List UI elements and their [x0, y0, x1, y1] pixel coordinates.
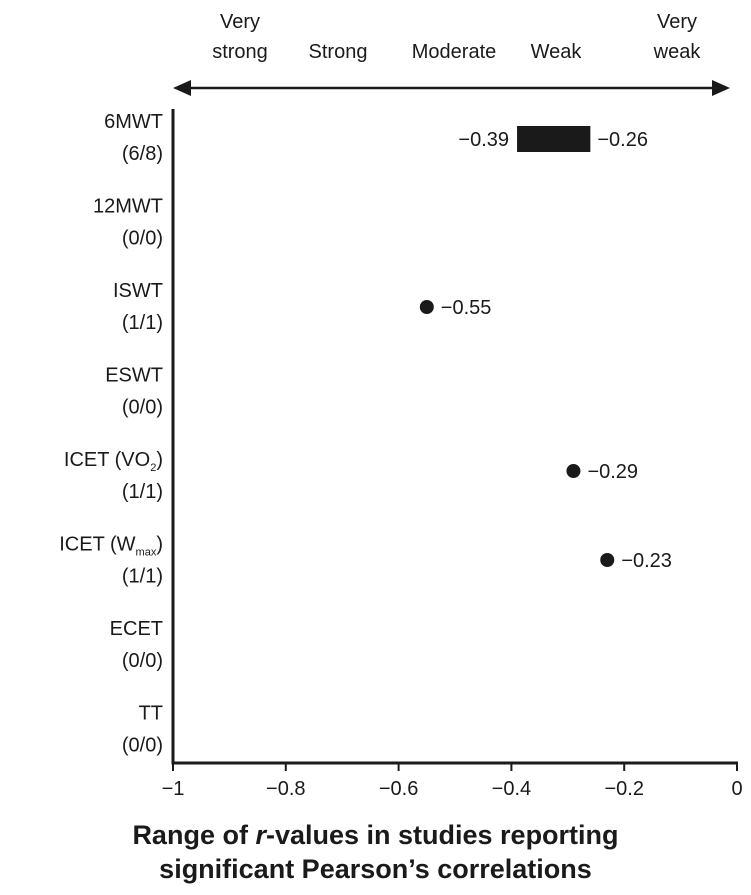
category-label-0-line-2: strong: [212, 41, 268, 63]
row-label-6: ECET: [110, 618, 163, 640]
row-count-1: (0/0): [122, 228, 163, 250]
x-tick-label-1: −0.8: [266, 778, 305, 800]
data-point-5: [600, 553, 615, 567]
data-point-label-5: −0.23: [621, 550, 672, 572]
x-tick-label-5: 0: [731, 778, 742, 800]
category-label-2: Moderate: [412, 41, 497, 63]
strength-arrow-right-head: [712, 80, 730, 96]
row-count-2: (1/1): [122, 312, 163, 334]
data-point-2: [419, 300, 434, 314]
row-label-4: ICET (VO2): [64, 449, 163, 474]
row-label-5: ICET (Wmax): [59, 534, 163, 559]
range-max-label-0: −0.26: [597, 129, 648, 151]
data-point-label-2: −0.55: [441, 297, 492, 319]
x-axis-label-line-1: Range of r-values in studies reporting: [132, 820, 619, 850]
strength-arrow-left-head: [173, 80, 191, 96]
x-tick-label-3: −0.4: [492, 778, 531, 800]
row-label-2: ISWT: [113, 280, 163, 302]
row-count-7: (0/0): [122, 735, 163, 757]
x-axis-label-line-2: significant Pearson’s correlations: [159, 854, 592, 884]
category-label-3: Weak: [531, 41, 583, 63]
data-point-label-4: −0.29: [587, 461, 638, 483]
row-label-1: 12MWT: [93, 196, 163, 218]
row-count-0: (6/8): [122, 143, 163, 165]
x-axis-label: Range of r-values in studies reporting s…: [0, 818, 751, 886]
row-count-3: (0/0): [122, 397, 163, 419]
x-tick-label-0: −1: [162, 778, 185, 800]
data-point-4: [566, 464, 581, 478]
range-bar-0: [517, 126, 591, 152]
category-label-1: Strong: [309, 41, 368, 63]
x-tick-label-4: −0.2: [604, 778, 643, 800]
row-count-4: (1/1): [122, 481, 163, 503]
row-label-7: TT: [139, 703, 163, 725]
row-count-6: (0/0): [122, 650, 163, 672]
x-tick-label-2: −0.6: [379, 778, 418, 800]
row-label-0: 6MWT: [104, 111, 163, 133]
row-count-5: (1/1): [122, 566, 163, 588]
category-label-4-line-2: weak: [653, 41, 702, 63]
range-min-label-0: −0.39: [458, 129, 509, 151]
category-label-0-line-1: Very: [220, 11, 260, 33]
category-label-4-line-1: Very: [657, 11, 697, 33]
row-label-3: ESWT: [105, 365, 163, 387]
